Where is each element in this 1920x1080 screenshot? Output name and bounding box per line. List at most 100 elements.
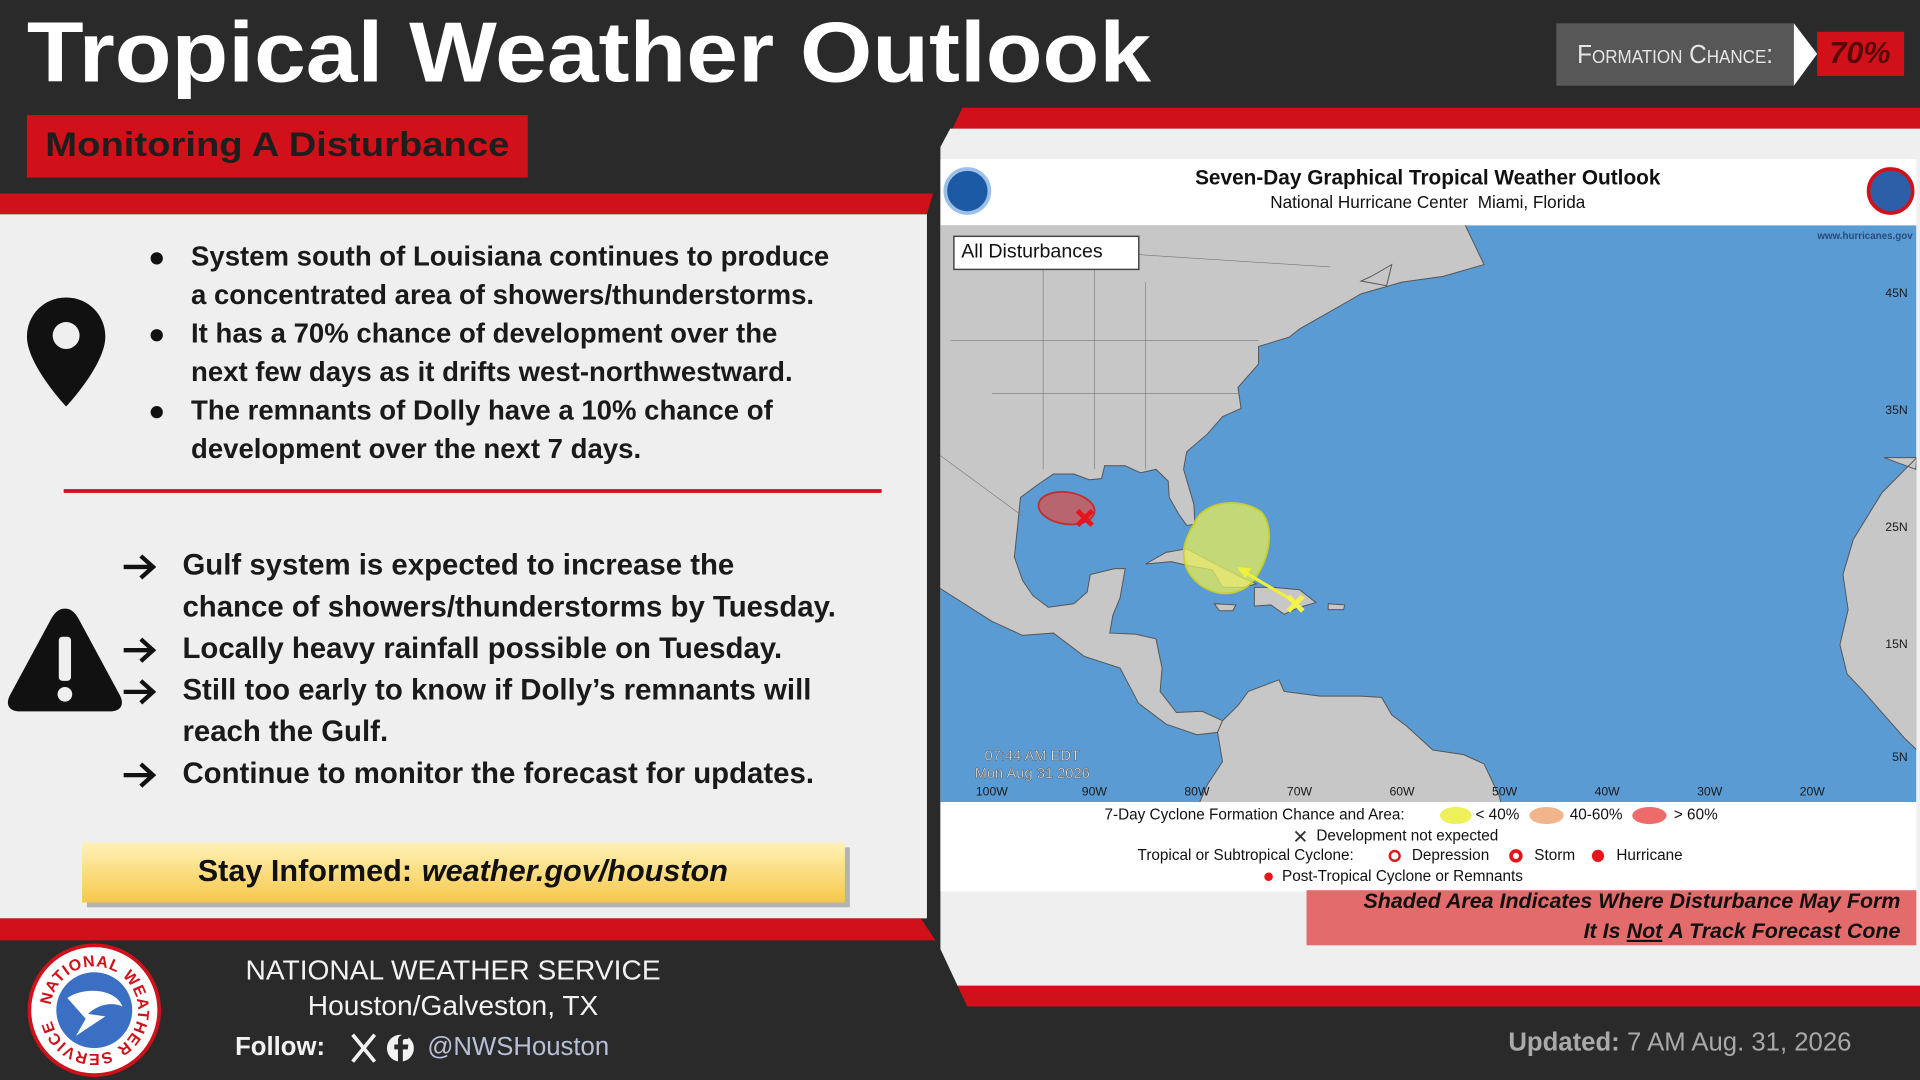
legend-icon [1388, 849, 1401, 863]
timestamp: 07:44 AM EDT [984, 749, 1080, 765]
note-line: It Is Not A Track Forecast Cone [1584, 918, 1901, 942]
noaa-logo [943, 167, 992, 215]
lat-label: 45N [1885, 286, 1907, 300]
lat-label: 15N [1885, 637, 1907, 651]
arrow-icon [123, 762, 157, 788]
bullet-text: a concentrated area of showers/thunderst… [191, 279, 814, 310]
website: www.hurricanes.gov [1816, 231, 1913, 242]
landmass [1327, 603, 1346, 611]
note-text: A Track Forecast Cone [1667, 918, 1900, 942]
motion-arrow [1243, 570, 1293, 602]
warning-icon [7, 608, 122, 712]
lon-label: 60W [1389, 784, 1415, 798]
stay-informed-box [82, 842, 845, 903]
chevron [1793, 23, 1818, 86]
legend-icon [1591, 849, 1605, 863]
legend-text: > 60% [1674, 807, 1718, 824]
formation-value: 70% [1829, 36, 1890, 70]
bullet-text: development over the next 7 days. [191, 433, 641, 464]
filter-label[interactable]: All Disturbances [961, 240, 1103, 262]
landmass [1359, 263, 1393, 287]
updated-time: 7 AM Aug. 31, 2026 [1627, 1028, 1851, 1056]
point-list: Gulf system is expected to increase the c… [123, 549, 836, 790]
legend-swatch [1632, 806, 1667, 825]
formation-box [1556, 23, 1794, 86]
point-text: chance of showers/thunderstorms by Tuesd… [182, 590, 835, 623]
point-text: Continue to monitor the forecast for upd… [182, 757, 814, 790]
border [940, 455, 1023, 517]
legend-icon [1263, 871, 1275, 883]
lon-label: 90W [1082, 784, 1108, 798]
location: Houston/Galveston, TX [308, 990, 599, 1021]
red-stripe [0, 918, 936, 941]
lon-label: 40W [1595, 784, 1621, 798]
lon-label: 70W [1287, 784, 1313, 798]
bullet [150, 329, 163, 342]
legend-icon [1509, 849, 1523, 863]
red-stripe [0, 193, 934, 215]
legend-icon [1294, 830, 1306, 842]
title: Tropical Weather Outlook [27, 4, 1151, 100]
legend-text: Hurricane [1616, 847, 1682, 864]
map-title: Seven-Day Graphical Tropical Weather Out… [1195, 166, 1661, 189]
bullet [150, 406, 163, 419]
legend-text: Storm [1534, 847, 1575, 864]
note-box [1306, 890, 1917, 946]
pin-icon [26, 297, 106, 407]
legend: 7-Day Cyclone Formation Chance and Area:… [1104, 807, 1718, 885]
lat-label: 35N [1885, 403, 1907, 417]
map-labels: 45N 35N 25N 15N 5N 100W 90W 80W 70W 60W 50W 40W 30W 2… [976, 286, 1908, 798]
point-text: Still too early to know if Dolly’s remna… [182, 674, 811, 707]
formation-value-box [1817, 31, 1905, 76]
lon-label: 30W [1697, 784, 1723, 798]
bullet [150, 252, 163, 265]
landmass [1199, 679, 1502, 803]
landmass [1839, 457, 1917, 751]
landmass [1213, 603, 1237, 612]
stay-url[interactable]: weather.gov/houston [422, 854, 728, 888]
lon-label: 100W [976, 784, 1008, 798]
legend-swatch [1440, 806, 1472, 825]
x-icon[interactable] [351, 1033, 377, 1063]
note-line: Shaded Area Indicates Where Disturbance … [1364, 889, 1901, 913]
stay-informed: Stay Informed: weather.gov/houston [198, 854, 728, 888]
subtitle-box [26, 115, 528, 178]
arrow-icon [123, 679, 157, 705]
lat-label: 5N [1892, 750, 1908, 764]
bullet-text: System south of Louisiana continues to p… [191, 241, 829, 272]
point-text: Locally heavy rainfall possible on Tuesd… [182, 632, 782, 665]
facebook-icon[interactable] [386, 1034, 414, 1062]
legend-swatch [1529, 806, 1564, 825]
bullet-text: The remnants of Dolly have a 10% chance … [191, 394, 774, 425]
note-text: It Is [1584, 918, 1621, 942]
bullet-text: It has a 70% chance of development over … [191, 318, 777, 349]
arrow-icon [123, 554, 157, 580]
updated: Updated: 7 AM Aug. 31, 2026 [1508, 1028, 1851, 1056]
bullet-text: next few days as it drifts west-northwes… [191, 356, 793, 387]
remnant-marker [1286, 594, 1305, 613]
lon-label: 20W [1800, 784, 1826, 798]
lat-label: 25N [1885, 520, 1907, 534]
legend-text: 7-Day Cyclone Formation Chance and Area: [1104, 807, 1404, 824]
formation-label: Formation Chance: [1577, 41, 1773, 69]
stay-label: Stay Informed: [198, 854, 412, 888]
lon-label: 80W [1184, 784, 1210, 798]
point-text: reach the Gulf. [182, 715, 388, 748]
follow-label: Follow: [235, 1033, 325, 1061]
nws-map-logo [1866, 167, 1915, 215]
legend-text: Tropical or Subtropical Cyclone: [1138, 847, 1354, 864]
nws-logo: NATIONAL WEATHER SERVICE [27, 943, 162, 1077]
subtitle: Monitoring A Disturbance [45, 126, 509, 164]
red-stripe [957, 985, 1920, 1007]
arrow-icon [123, 637, 157, 663]
disturbance-marker [1075, 508, 1094, 528]
legend-text: Development not expected [1316, 827, 1498, 844]
handle[interactable]: @NWSHouston [427, 1033, 609, 1061]
filter-box [953, 235, 1140, 271]
lon-label: 50W [1492, 784, 1518, 798]
landmass [940, 225, 1485, 736]
map: 45N 35N 25N 15N 5N 100W 90W 80W 70W 60W 50W 40W 30W 2… [940, 225, 1917, 803]
arrow-head [1236, 566, 1252, 578]
note-emphasis: Not [1627, 918, 1664, 942]
legend-text: Depression [1412, 847, 1489, 864]
